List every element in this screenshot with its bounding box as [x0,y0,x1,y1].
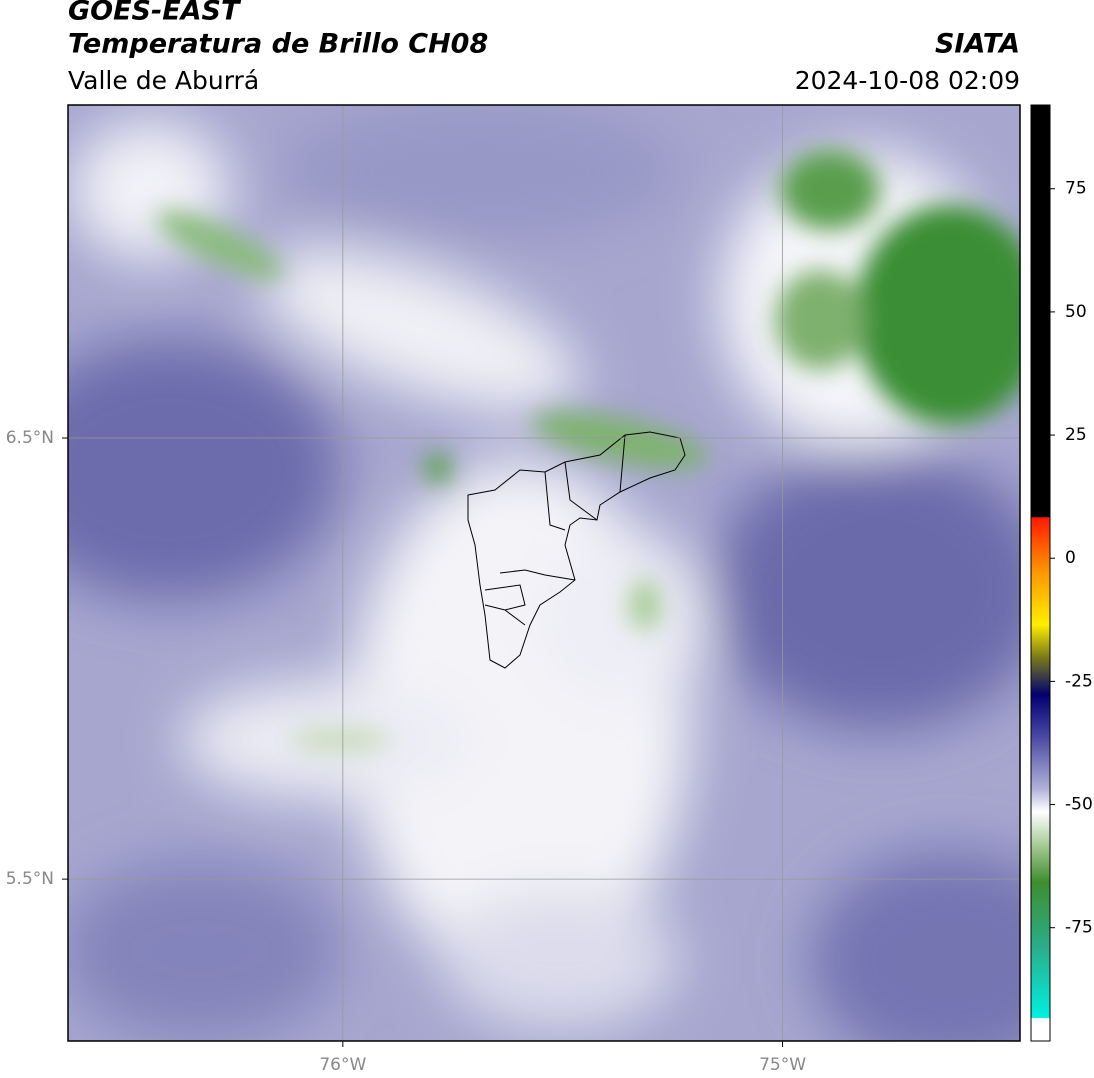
x-tick-label: 76°W [319,1055,366,1075]
y-tick-label: 5.5°N [6,869,54,889]
colorbar-tick-label: 0 [1065,548,1076,568]
colorbar-tick-label: -25 [1065,671,1093,691]
colorbar-tick-label: 75 [1065,179,1087,199]
subtitle: Temperatura de Brillo CH08 [68,29,488,60]
datetime: 2024-10-08 02:09 [795,66,1020,95]
colorbar-tick-label: 50 [1065,302,1087,322]
region: Valle de Aburrá [68,66,259,95]
y-tick-label: 6.5°N [6,428,54,448]
map-frame [67,104,1021,1042]
x-tick-label: 75°W [759,1055,806,1075]
satellite-image [68,105,1020,1041]
colorbar [1030,104,1051,1042]
colorbar-tick-label: 25 [1065,425,1087,445]
municipal-boundaries [467,431,686,669]
colorbar-tick-label: -75 [1065,918,1093,938]
colorbar-tick-label: -50 [1065,795,1093,815]
graticule [68,105,1020,1041]
title: GOES-EAST [68,0,242,27]
source: SIATA [935,29,1020,60]
